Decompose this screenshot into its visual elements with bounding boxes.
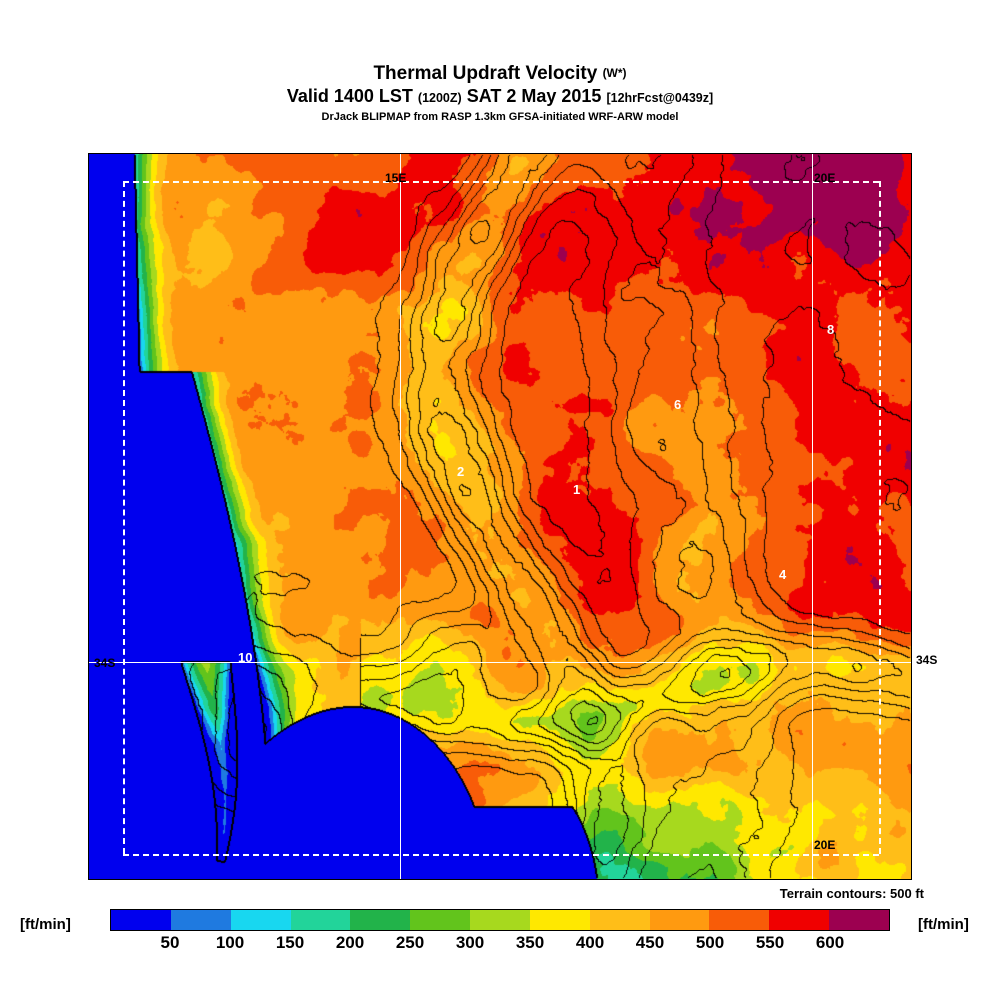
task-marker-2: 2 xyxy=(457,464,465,479)
chart-title-superscript: (W*) xyxy=(602,66,627,80)
thermal-updraft-heatmap xyxy=(89,154,911,879)
colorbar-tick-300: 300 xyxy=(455,933,485,952)
colorbar-swatch-6 xyxy=(470,910,530,930)
colorbar-swatch-8 xyxy=(589,910,650,930)
task-marker-4: 4 xyxy=(779,567,787,582)
colorbar-tick-500: 500 xyxy=(695,933,725,952)
colorbar-unit-left: [ft/min] xyxy=(20,916,71,933)
colorbar-tick-350: 350 xyxy=(515,933,545,952)
chart-title-main: Thermal Updraft Velocity xyxy=(373,63,598,84)
colorbar-tick-550: 550 xyxy=(755,933,785,952)
colorbar-tick-600: 600 xyxy=(815,933,845,952)
domain-box-top xyxy=(123,181,879,183)
colorbar-swatch-2 xyxy=(230,910,291,930)
task-marker-1: 1 xyxy=(573,482,581,497)
colorbar-tick-50: 50 xyxy=(160,933,180,952)
graticule-lon-15e xyxy=(400,154,401,879)
lat-label-left: 34S xyxy=(94,656,116,670)
colorbar-tick-100: 100 xyxy=(215,933,245,952)
chart-title: Thermal Updraft Velocity (W*) xyxy=(0,62,1000,85)
colorbar-swatch-9 xyxy=(649,910,710,930)
colorbar-swatch-7 xyxy=(529,910,590,930)
graticule-lon-20e xyxy=(812,154,813,879)
colorbar-swatch-11 xyxy=(769,910,830,930)
colorbar-swatch-5 xyxy=(410,910,471,930)
task-marker-8: 8 xyxy=(827,322,835,337)
valid-time: Valid 1400 LST xyxy=(286,86,413,106)
forecast-map[interactable]: 15E 20E 20E 34S 2 8 6 1 4 10 xyxy=(88,153,912,880)
model-credit: DrJack BLIPMAP from RASP 1.3km GFSA-init… xyxy=(321,111,679,123)
lon-label-top-left: 15E xyxy=(385,171,407,185)
colorbar-tick-250: 250 xyxy=(395,933,425,952)
colorbar-swatches[interactable] xyxy=(110,909,890,931)
valid-time-zulu: (1200Z) xyxy=(417,91,462,105)
colorbar-legend: [ft/min] 50 100 150 200 250 300 350 400 450 500 55… xyxy=(0,905,1000,965)
forecast-tag: [12hrFcst@0439z] xyxy=(606,91,714,105)
colorbar-tick-200: 200 xyxy=(335,933,365,952)
colorbar-swatch-10 xyxy=(709,910,770,930)
colorbar-tick-450: 450 xyxy=(635,933,665,952)
colorbar-swatch-12 xyxy=(829,910,889,930)
valid-date: SAT 2 May 2015 xyxy=(466,86,602,106)
domain-box-left xyxy=(123,181,125,854)
colorbar-tick-labels: 50 100 150 200 250 300 350 400 450 500 550 600 xyxy=(110,933,890,959)
terrain-contour-note: Terrain contours: 500 ft xyxy=(779,886,924,901)
colorbar-tick-400: 400 xyxy=(575,933,605,952)
domain-box-bottom xyxy=(123,854,879,856)
colorbar-swatch-3 xyxy=(290,910,351,930)
colorbar-unit-right: [ft/min] xyxy=(918,916,969,933)
lon-label-bottom-right: 20E xyxy=(814,838,836,852)
domain-box-right xyxy=(879,181,881,854)
title-block: Thermal Updraft Velocity (W*) Valid 1400… xyxy=(0,62,1000,125)
lat-label-right: 34S xyxy=(916,653,938,667)
chart-subtitle: Valid 1400 LST (1200Z) SAT 2 May 2015 [1… xyxy=(0,85,1000,109)
colorbar-tick-150: 150 xyxy=(275,933,305,952)
lon-label-top-right: 20E xyxy=(814,171,836,185)
task-marker-6: 6 xyxy=(674,397,682,412)
task-marker-10: 10 xyxy=(238,650,253,665)
colorbar-swatch-1 xyxy=(170,910,231,930)
graticule-lat-34s xyxy=(89,662,911,663)
colorbar-swatch-0 xyxy=(111,910,171,930)
colorbar-swatch-4 xyxy=(350,910,411,930)
